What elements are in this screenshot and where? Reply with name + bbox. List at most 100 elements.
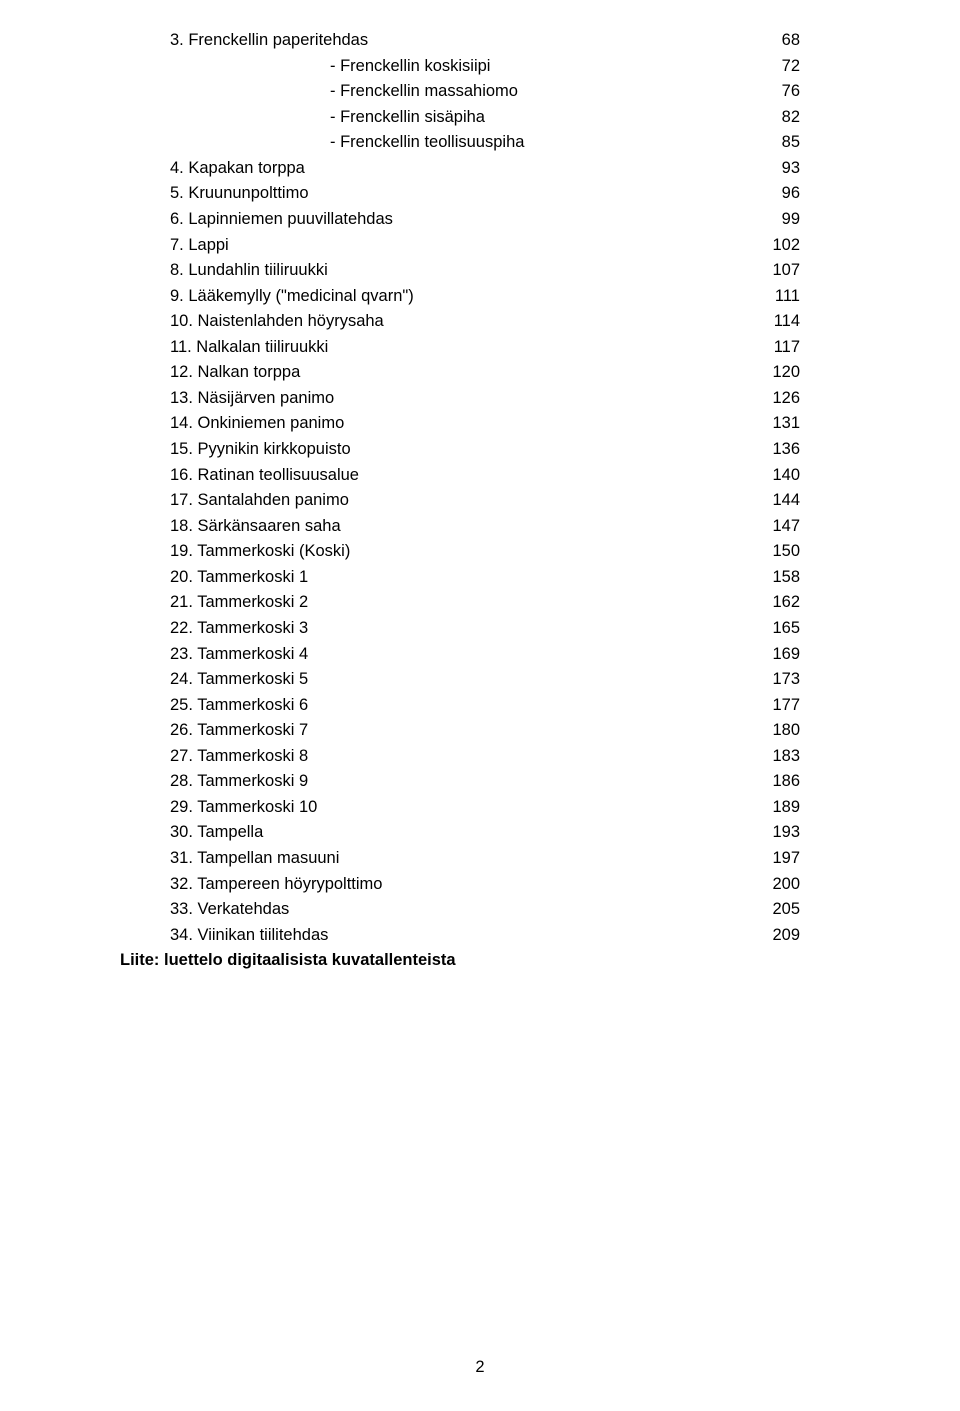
toc-page: 186 [750,769,800,795]
toc-row: - Frenckellin koskisiipi 72 [120,54,800,80]
toc-page: 136 [750,437,800,463]
toc-label: 27. Tammerkoski 8 [120,744,308,770]
toc-label: 5. Kruununpolttimo [120,181,309,207]
toc-label: - Frenckellin teollisuuspiha [120,130,524,156]
toc-row: 14. Onkiniemen panimo 131 [120,411,800,437]
toc-page: 200 [750,872,800,898]
toc-row: 9. Lääkemylly ("medicinal qvarn") 111 [120,284,800,310]
toc-row: 27. Tammerkoski 8 183 [120,744,800,770]
toc-label: 16. Ratinan teollisuusalue [120,463,359,489]
appendix-label: Liite: luettelo digitaalisista kuvatalle… [120,948,456,974]
toc-label: - Frenckellin sisäpiha [120,105,485,131]
toc-row: 16. Ratinan teollisuusalue 140 [120,463,800,489]
toc-label: 34. Viinikan tiilitehdas [120,923,328,949]
toc-page: 177 [750,693,800,719]
toc-label: 12. Nalkan torppa [120,360,300,386]
toc-label: 31. Tampellan masuuni [120,846,339,872]
toc-page: 99 [750,207,800,233]
toc-label: 9. Lääkemylly ("medicinal qvarn") [120,284,414,310]
toc-label: 20. Tammerkoski 1 [120,565,308,591]
toc-row: 23. Tammerkoski 4 169 [120,642,800,668]
toc-row: 21. Tammerkoski 2162 [120,590,800,616]
toc-label: 26. Tammerkoski 7 [120,718,308,744]
toc-page: 158 [750,565,800,591]
toc-row: - Frenckellin teollisuuspiha85 [120,130,800,156]
toc-row: 8. Lundahlin tiiliruukki 107 [120,258,800,284]
toc-page: 114 [750,309,800,335]
toc-page: 82 [750,105,800,131]
table-of-contents: 3. Frenckellin paperitehdas68- Frenckell… [120,28,800,948]
toc-label: 18. Särkänsaaren saha [120,514,341,540]
appendix-line: Liite: luettelo digitaalisista kuvatalle… [120,948,800,974]
toc-page: 180 [750,718,800,744]
toc-label: 33. Verkatehdas [120,897,289,923]
toc-label: 10. Naistenlahden höyrysaha [120,309,384,335]
toc-label: 8. Lundahlin tiiliruukki [120,258,328,284]
toc-label: 32. Tampereen höyrypolttimo [120,872,382,898]
toc-row: 34. Viinikan tiilitehdas 209 [120,923,800,949]
toc-row: 7. Lappi 102 [120,233,800,259]
toc-label: 25. Tammerkoski 6 [120,693,308,719]
toc-page: 205 [750,897,800,923]
toc-row: 32. Tampereen höyrypolttimo 200 [120,872,800,898]
toc-page: 183 [750,744,800,770]
toc-label: 4. Kapakan torppa [120,156,305,182]
toc-page: 173 [750,667,800,693]
toc-row: 3. Frenckellin paperitehdas68 [120,28,800,54]
toc-row: 22. Tammerkoski 3 165 [120,616,800,642]
toc-row: 6. Lapinniemen puuvillatehdas99 [120,207,800,233]
toc-label: 22. Tammerkoski 3 [120,616,308,642]
toc-label: 14. Onkiniemen panimo [120,411,344,437]
toc-row: 13. Näsijärven panimo 126 [120,386,800,412]
toc-label: 7. Lappi [120,233,229,259]
toc-page: 209 [750,923,800,949]
toc-label: - Frenckellin massahiomo [120,79,518,105]
toc-row: 33. Verkatehdas 205 [120,897,800,923]
toc-page: 193 [750,820,800,846]
toc-label: 11. Nalkalan tiiliruukki [120,335,328,361]
toc-page: 126 [750,386,800,412]
toc-page: 102 [750,233,800,259]
toc-row: 17. Santalahden panimo144 [120,488,800,514]
toc-page: 131 [750,411,800,437]
toc-page: 96 [750,181,800,207]
toc-row: 30. Tampella 193 [120,820,800,846]
toc-page: 120 [750,360,800,386]
toc-page: 68 [750,28,800,54]
toc-page: 76 [750,79,800,105]
toc-label: - Frenckellin koskisiipi [120,54,490,80]
toc-row: 11. Nalkalan tiiliruukki 117 [120,335,800,361]
toc-row: 18. Särkänsaaren saha147 [120,514,800,540]
toc-row: 10. Naistenlahden höyrysaha 114 [120,309,800,335]
toc-label: 24. Tammerkoski 5 [120,667,308,693]
toc-row: - Frenckellin sisäpiha 82 [120,105,800,131]
toc-page: 144 [750,488,800,514]
toc-page: 107 [750,258,800,284]
toc-page: 165 [750,616,800,642]
toc-label: 28. Tammerkoski 9 [120,769,308,795]
toc-row: 26. Tammerkoski 7 180 [120,718,800,744]
document-page: 3. Frenckellin paperitehdas68- Frenckell… [0,0,960,1411]
toc-row: 5. Kruununpolttimo 96 [120,181,800,207]
toc-page: 169 [750,642,800,668]
toc-row: 29. Tammerkoski 10189 [120,795,800,821]
toc-row: 4. Kapakan torppa 93 [120,156,800,182]
toc-label: 13. Näsijärven panimo [120,386,334,412]
toc-page: 111 [750,284,800,310]
toc-label: 23. Tammerkoski 4 [120,642,308,668]
toc-page: 117 [750,335,800,361]
toc-page: 197 [750,846,800,872]
toc-page: 93 [750,156,800,182]
toc-label: 15. Pyynikin kirkkopuisto [120,437,351,463]
toc-label: 30. Tampella [120,820,263,846]
toc-row: - Frenckellin massahiomo 76 [120,79,800,105]
toc-page: 140 [750,463,800,489]
toc-label: 19. Tammerkoski (Koski) [120,539,350,565]
toc-row: 19. Tammerkoski (Koski)150 [120,539,800,565]
page-number: 2 [0,1358,960,1377]
toc-row: 12. Nalkan torppa 120 [120,360,800,386]
toc-page: 189 [750,795,800,821]
toc-row: 28. Tammerkoski 9 186 [120,769,800,795]
toc-row: 31. Tampellan masuuni 197 [120,846,800,872]
toc-page: 72 [750,54,800,80]
